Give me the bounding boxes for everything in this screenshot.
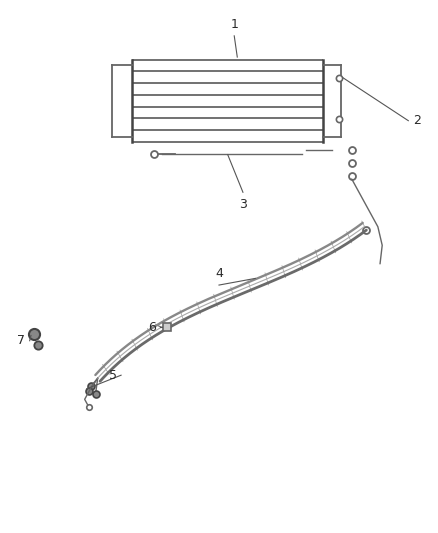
Text: 5: 5 [109,369,117,382]
Text: 1: 1 [230,18,238,30]
Text: 6: 6 [148,321,156,334]
Text: 3: 3 [239,198,247,211]
Text: 7: 7 [18,334,25,347]
Text: 2: 2 [413,114,420,127]
Text: 4: 4 [215,266,223,280]
